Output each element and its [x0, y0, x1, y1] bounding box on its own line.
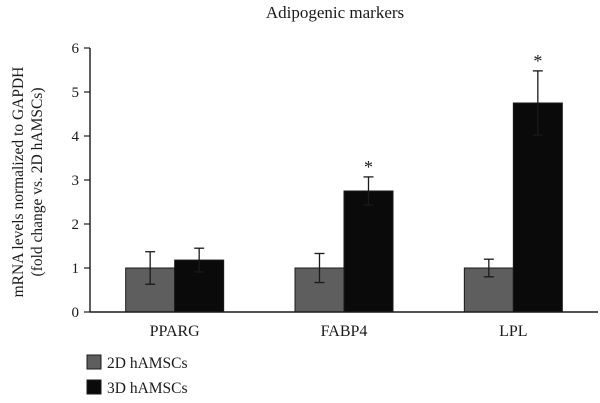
error-bar-lpl-2d-hamscs: [483, 258, 494, 278]
legend-item-3d: 3D hAMSCs: [86, 379, 188, 397]
legend-item-2d: 2D hAMSCs: [86, 354, 188, 372]
y-tick-label: 1: [72, 261, 80, 277]
y-tick-label: 0: [72, 305, 80, 321]
x-axis: PPARG FABP4 LPL: [90, 311, 598, 340]
error-bar-pparg-3d-hamscs: [194, 247, 205, 273]
y-axis-label-line-2: (fold change vs. 2D hAMSCs): [29, 88, 46, 277]
error-bar-fabp4-3d-hamscs: [363, 176, 374, 206]
error-bar-pparg-2d-hamscs: [145, 251, 156, 285]
error-bar-fabp4-2d-hamscs: [314, 252, 325, 284]
y-tick-label: 6: [72, 41, 80, 57]
y-tick-label: 4: [72, 129, 80, 145]
x-tick-label-lpl: LPL: [499, 323, 527, 340]
legend-label-3d: 3D hAMSCs: [107, 380, 188, 397]
error-bars-group: [145, 70, 543, 285]
x-tick-label-pparg: PPARG: [150, 323, 201, 340]
y-axis: 0 1 2 3 4 5 6: [72, 41, 91, 321]
y-tick-label: 2: [72, 217, 80, 233]
x-tick-label-fabp4: FABP4: [321, 323, 368, 340]
legend-swatch-2d: [86, 354, 102, 370]
legend-swatch-3d: [86, 379, 102, 395]
significance-marker-lpl: *: [533, 51, 542, 71]
chart-title: Adipogenic markers: [266, 3, 404, 22]
y-tick-label: 5: [72, 85, 80, 101]
legend: 2D hAMSCs 3D hAMSCs: [86, 354, 188, 397]
bars-group: [125, 102, 563, 313]
significance-marker-fabp4: *: [364, 157, 373, 177]
y-axis-label-line-1: mRNA levels normalized to GAPDH: [10, 67, 27, 298]
error-bar-lpl-3d-hamscs: [532, 70, 543, 136]
y-tick-label: 3: [72, 173, 80, 189]
y-axis-label: mRNA levels normalized to GAPDH (fold ch…: [10, 67, 46, 298]
bar-lpl-3d-hamscs: [512, 102, 563, 313]
significance-markers-group: **: [364, 51, 542, 177]
legend-label-2d: 2D hAMSCs: [107, 355, 188, 372]
bar-fabp4-3d-hamscs: [343, 190, 394, 313]
